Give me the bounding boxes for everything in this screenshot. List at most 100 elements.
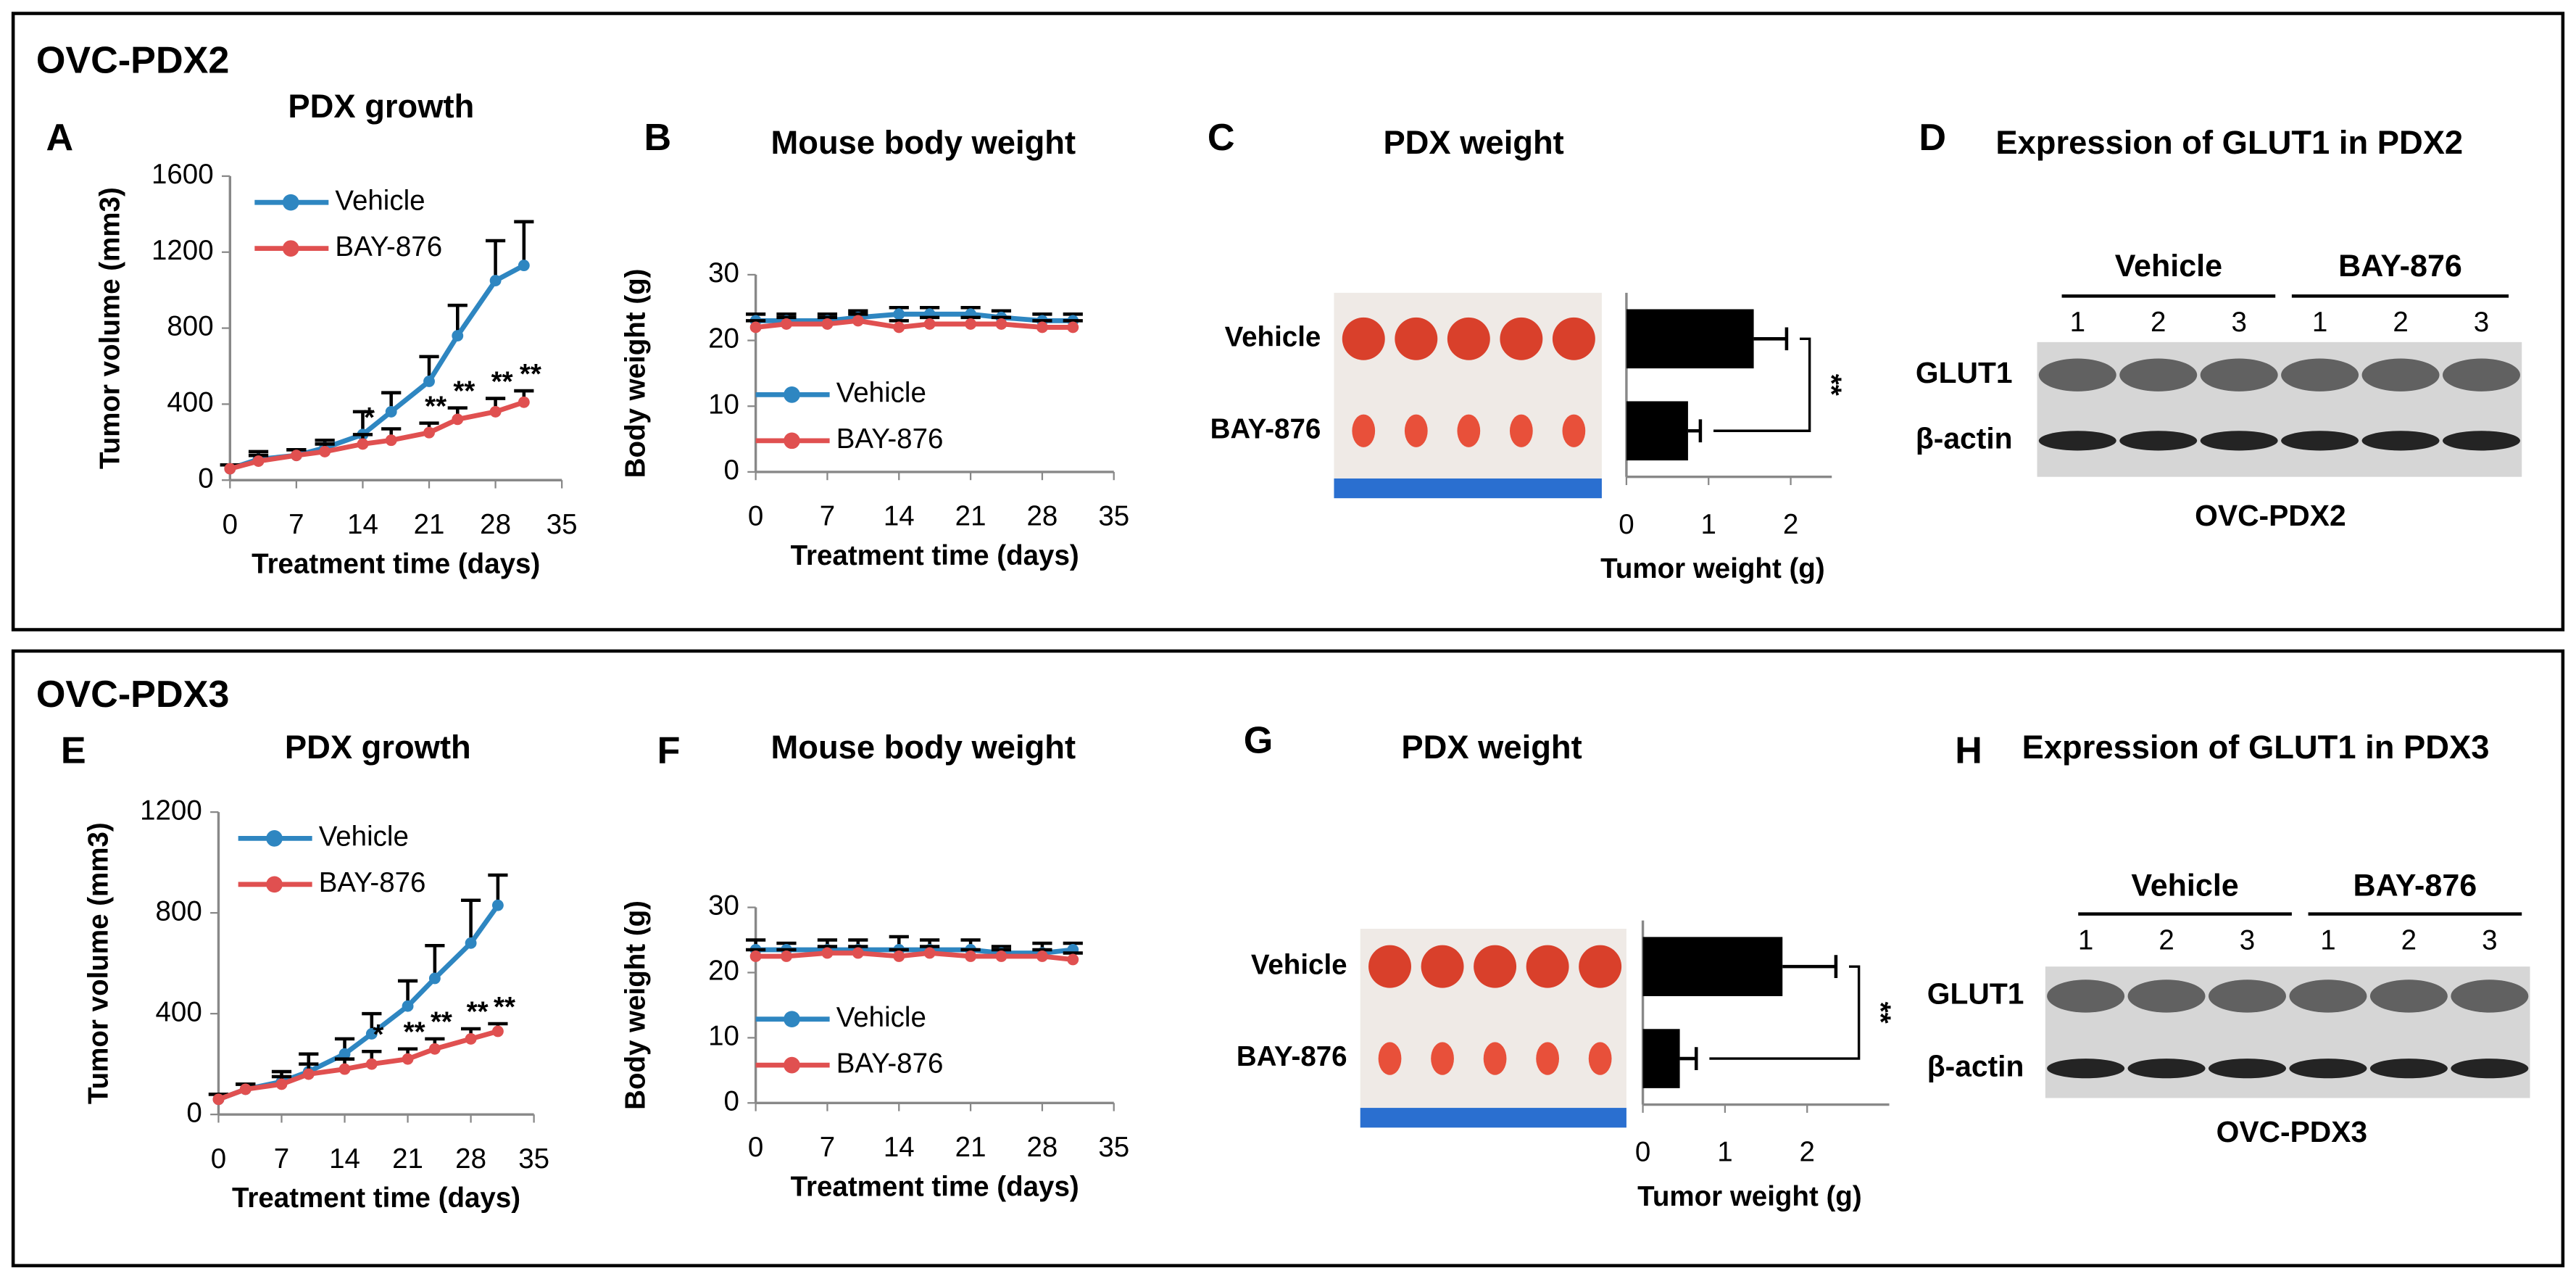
x-tick-label: 0 xyxy=(1619,509,1634,540)
point xyxy=(365,1027,378,1040)
y-tick-label: 0 xyxy=(724,1085,739,1117)
y-tick-label: 20 xyxy=(708,956,739,987)
point xyxy=(290,450,302,462)
y-axis-label: Tumor volume (mm3) xyxy=(83,822,114,1104)
y-tick-label: 800 xyxy=(156,895,202,927)
blot-band xyxy=(2209,1059,2286,1079)
significance: ** xyxy=(1865,1002,1896,1024)
chart-title: Mouse body weight xyxy=(771,124,1076,161)
point xyxy=(781,318,792,330)
category-label: Vehicle xyxy=(1225,321,1321,352)
blot-band xyxy=(2038,358,2116,392)
point xyxy=(893,308,905,320)
x-axis-label: Tumor weight (g) xyxy=(1600,553,1824,584)
blot-band xyxy=(2281,431,2359,451)
point xyxy=(491,1025,504,1037)
blot-band xyxy=(2369,979,2448,1013)
tumor xyxy=(1447,317,1490,360)
error-bar xyxy=(486,239,506,281)
blot-band xyxy=(2047,979,2125,1013)
x-tick-label: 2 xyxy=(1783,509,1798,540)
x-tick-label: 28 xyxy=(455,1143,486,1175)
legend-marker xyxy=(266,830,283,847)
x-axis-label: Treatment time (days) xyxy=(252,548,540,579)
group-label: Vehicle xyxy=(2131,869,2238,903)
legend-label: Vehicle xyxy=(335,185,425,216)
y-tick-label: 30 xyxy=(708,257,739,289)
series-line xyxy=(229,263,525,471)
x-tick-label: 35 xyxy=(518,1143,549,1175)
blot-band xyxy=(2119,358,2198,392)
group-label: BAY-876 xyxy=(2353,869,2477,903)
point xyxy=(275,1078,288,1090)
point xyxy=(1036,321,1048,334)
point xyxy=(402,1053,414,1065)
legend-label: BAY-876 xyxy=(836,423,944,455)
tumor xyxy=(1474,945,1517,988)
blot-band xyxy=(2047,1059,2125,1079)
point xyxy=(518,260,530,272)
group-label: BAY-876 xyxy=(2338,249,2462,283)
panel-letter: E xyxy=(61,729,86,771)
significance: ** xyxy=(520,359,541,390)
panel-letter: B xyxy=(644,117,672,159)
section-title: OVC-PDX3 xyxy=(36,674,229,716)
point xyxy=(402,1000,414,1012)
significance: ** xyxy=(404,1017,425,1048)
y-tick-label: 30 xyxy=(708,890,739,921)
error-bar xyxy=(461,898,481,943)
legend-marker xyxy=(784,1056,800,1074)
tumor xyxy=(1500,317,1543,360)
lane-label: 2 xyxy=(2401,924,2417,956)
legend-label: Vehicle xyxy=(319,821,409,853)
tumor xyxy=(1526,945,1569,988)
significance: ** xyxy=(453,376,475,407)
point xyxy=(452,330,464,341)
row-label: β-actin xyxy=(1927,1049,2024,1082)
x-tick-label: 14 xyxy=(347,509,378,540)
y-axis-label: Body weight (g) xyxy=(620,900,652,1110)
lane-label: 3 xyxy=(2240,924,2255,956)
blot-band xyxy=(2289,1059,2367,1079)
x-tick-label: 7 xyxy=(820,501,835,532)
point xyxy=(781,950,792,962)
y-tick-label: 800 xyxy=(167,311,213,342)
y-tick-label: 400 xyxy=(156,996,202,1027)
tumor xyxy=(1579,945,1622,988)
lane-label: 1 xyxy=(2312,307,2327,338)
point xyxy=(893,950,905,962)
series-line xyxy=(229,399,525,471)
legend-marker xyxy=(784,386,800,403)
tumor xyxy=(1404,414,1428,447)
legend-label: Vehicle xyxy=(836,378,926,409)
chart-title: Mouse body weight xyxy=(771,729,1076,766)
x-tick-label: 7 xyxy=(288,509,304,540)
significance: ** xyxy=(431,1007,452,1038)
bar xyxy=(1642,1029,1680,1088)
blot-band xyxy=(2289,979,2367,1013)
lane-label: 3 xyxy=(2474,307,2489,338)
point xyxy=(923,318,936,330)
point xyxy=(302,1068,315,1080)
x-tick-label: 7 xyxy=(274,1143,289,1175)
legend-label: BAY-876 xyxy=(836,1048,944,1079)
point xyxy=(452,413,464,426)
y-tick-label: 20 xyxy=(708,323,739,355)
y-tick-label: 0 xyxy=(186,1097,201,1128)
x-tick-label: 14 xyxy=(884,1132,915,1163)
x-axis-label: Treatment time (days) xyxy=(232,1182,520,1214)
y-tick-label: 1600 xyxy=(151,159,214,190)
blot-band xyxy=(2119,431,2198,451)
x-tick-label: 28 xyxy=(480,509,511,540)
tumor xyxy=(1342,317,1385,360)
lane-label: 3 xyxy=(2482,924,2497,956)
blot-caption: OVC-PDX2 xyxy=(2195,499,2346,532)
point xyxy=(491,899,504,911)
blot-image xyxy=(2037,341,2522,477)
lane-label: 1 xyxy=(2078,924,2093,956)
series-line xyxy=(217,1029,499,1102)
tumor xyxy=(1552,317,1595,360)
y-tick-label: 0 xyxy=(724,455,739,486)
blot-band xyxy=(2451,1059,2529,1079)
